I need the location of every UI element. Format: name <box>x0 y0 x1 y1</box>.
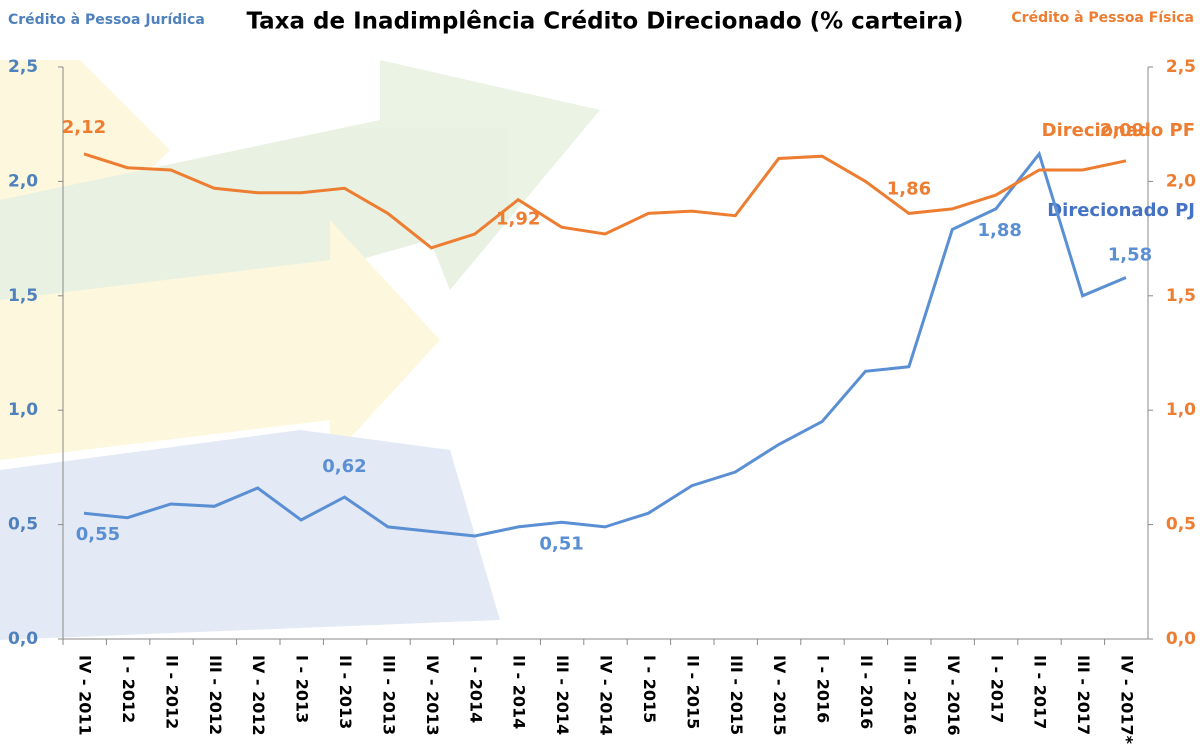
x-tick-label: I - 2015 <box>640 655 659 723</box>
x-tick-label: II - 2015 <box>683 655 702 729</box>
data-label: 1,88 <box>978 220 1022 241</box>
x-tick-label: I - 2013 <box>293 655 312 723</box>
data-label: 0,55 <box>76 524 120 545</box>
data-label: 1,86 <box>887 178 931 199</box>
x-tick-label: III - 2014 <box>553 655 572 735</box>
line-series <box>83 150 1127 538</box>
x-tick-label: II - 2016 <box>857 655 876 729</box>
y-tick-label: 2,5 <box>8 57 38 77</box>
y2-tick-label: 2,5 <box>1166 57 1196 77</box>
data-label: 2,09 <box>1100 120 1144 141</box>
x-tick-label: III - 2017 <box>1074 655 1093 735</box>
y-tick-label: 0,5 <box>8 515 38 535</box>
x-tick-label: II - 2012 <box>162 655 181 729</box>
x-tick-label: I - 2014 <box>466 655 485 723</box>
x-tick-label: III - 2016 <box>900 655 919 735</box>
x-tick-label: IV - 2017* <box>1118 655 1137 745</box>
y2-tick-label: 1,0 <box>1166 400 1196 420</box>
x-tick-label: III - 2013 <box>379 655 398 735</box>
x-tick-label: IV - 2014 <box>597 655 616 736</box>
data-label: 2,12 <box>62 117 106 138</box>
x-tick-label: IV - 2011 <box>76 655 95 736</box>
x-tick-label: I - 2012 <box>119 655 138 723</box>
x-tick-label: I - 2016 <box>814 655 833 723</box>
y2-tick-label: 0,5 <box>1166 515 1196 535</box>
x-tick-label: IV - 2012 <box>249 655 268 736</box>
x-tick-label: II - 2013 <box>336 655 355 729</box>
x-tick-label: II - 2014 <box>510 655 529 729</box>
x-tick-label: IV - 2016 <box>944 655 963 736</box>
data-label: 0,62 <box>322 456 366 477</box>
series-name: Direcionado PJ <box>1047 200 1195 221</box>
x-tick-label: II - 2017 <box>1031 655 1050 729</box>
y-tick-label: 1,0 <box>8 400 38 420</box>
line-series <box>83 152 1127 250</box>
y2-tick-label: 0,0 <box>1166 629 1196 649</box>
data-label: 0,51 <box>539 533 583 554</box>
x-tick-label: III - 2012 <box>206 655 225 735</box>
data-label: 1,58 <box>1108 244 1152 265</box>
y-tick-label: 1,5 <box>8 286 38 306</box>
x-tick-label: I - 2017 <box>987 655 1006 723</box>
background-arrows <box>0 60 600 640</box>
series-name: Direcionado PF <box>1042 120 1195 141</box>
x-tick-label: III - 2015 <box>727 655 746 735</box>
y2-axis-title: Crédito à Pessoa Física <box>1011 10 1194 26</box>
chart-title: Taxa de Inadimplência Crédito Direcionad… <box>246 9 963 35</box>
y-tick-label: 2,0 <box>8 171 38 191</box>
data-label: 1,92 <box>496 209 540 230</box>
y-tick-label: 0,0 <box>8 629 38 649</box>
y-axis-title: Crédito à Pessoa Jurídica <box>8 12 205 28</box>
x-tick-label: IV - 2013 <box>423 655 442 736</box>
x-tick-label: IV - 2015 <box>770 655 789 736</box>
y2-tick-label: 1,5 <box>1166 286 1196 306</box>
y2-tick-label: 2,0 <box>1166 171 1196 191</box>
